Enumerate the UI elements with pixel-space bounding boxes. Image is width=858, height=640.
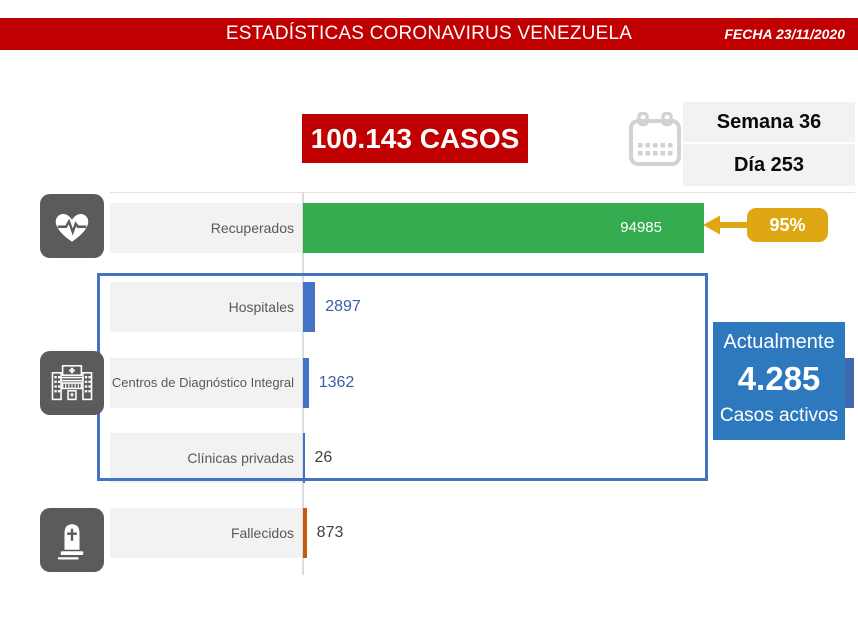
bar-recuperados	[303, 203, 704, 253]
active-cases-label: Casos activos	[719, 405, 839, 426]
page-title: ESTADÍSTICAS CORONAVIRUS VENEZUELA	[225, 23, 633, 44]
plot-top-border	[110, 192, 855, 193]
bar-value-recuperados: 94985	[620, 219, 662, 236]
recovered-percent-badge: 95%	[747, 208, 828, 242]
bar-value-fallecidos: 873	[316, 524, 344, 541]
tombstone-icon	[40, 508, 104, 572]
active-cases-caption: Actualmente	[723, 331, 835, 353]
bar-label-cdi: Centros de Diagnóstico Integral	[110, 358, 302, 408]
active-box-tab	[845, 358, 854, 408]
arrow-left-icon	[702, 212, 748, 243]
active-cases-box: Actualmente 4.285 Casos activos	[713, 322, 845, 440]
calendar-icon	[628, 111, 682, 174]
bar-label-hospitales: Hospitales	[110, 282, 302, 332]
week-badge: Semana 36	[683, 102, 855, 142]
header-banner: ESTADÍSTICAS CORONAVIRUS VENEZUELA FECHA…	[0, 18, 858, 50]
bar-value-hospitales: 2897	[325, 298, 361, 315]
bar-fallecidos	[303, 508, 307, 558]
active-cases-value: 4.285	[737, 360, 821, 397]
bar-value-clinicas: 26	[314, 449, 333, 466]
total-cases-box: 100.143 CASOS	[302, 114, 528, 163]
date-label: FECHA 23/11/2020	[724, 26, 845, 42]
bar-value-cdi: 1362	[318, 374, 355, 391]
bar-clinicas	[303, 433, 305, 483]
bar-label-recuperados: Recuperados	[110, 203, 302, 253]
heart-pulse-icon	[40, 194, 104, 258]
bar-hospitales	[303, 282, 316, 332]
bar-label-clinicas: Clínicas privadas	[110, 433, 302, 483]
bar-label-fallecidos: Fallecidos	[110, 508, 302, 558]
bar-cdi	[303, 358, 309, 408]
day-badge: Día 253	[683, 144, 855, 186]
hospital-icon	[40, 351, 104, 415]
